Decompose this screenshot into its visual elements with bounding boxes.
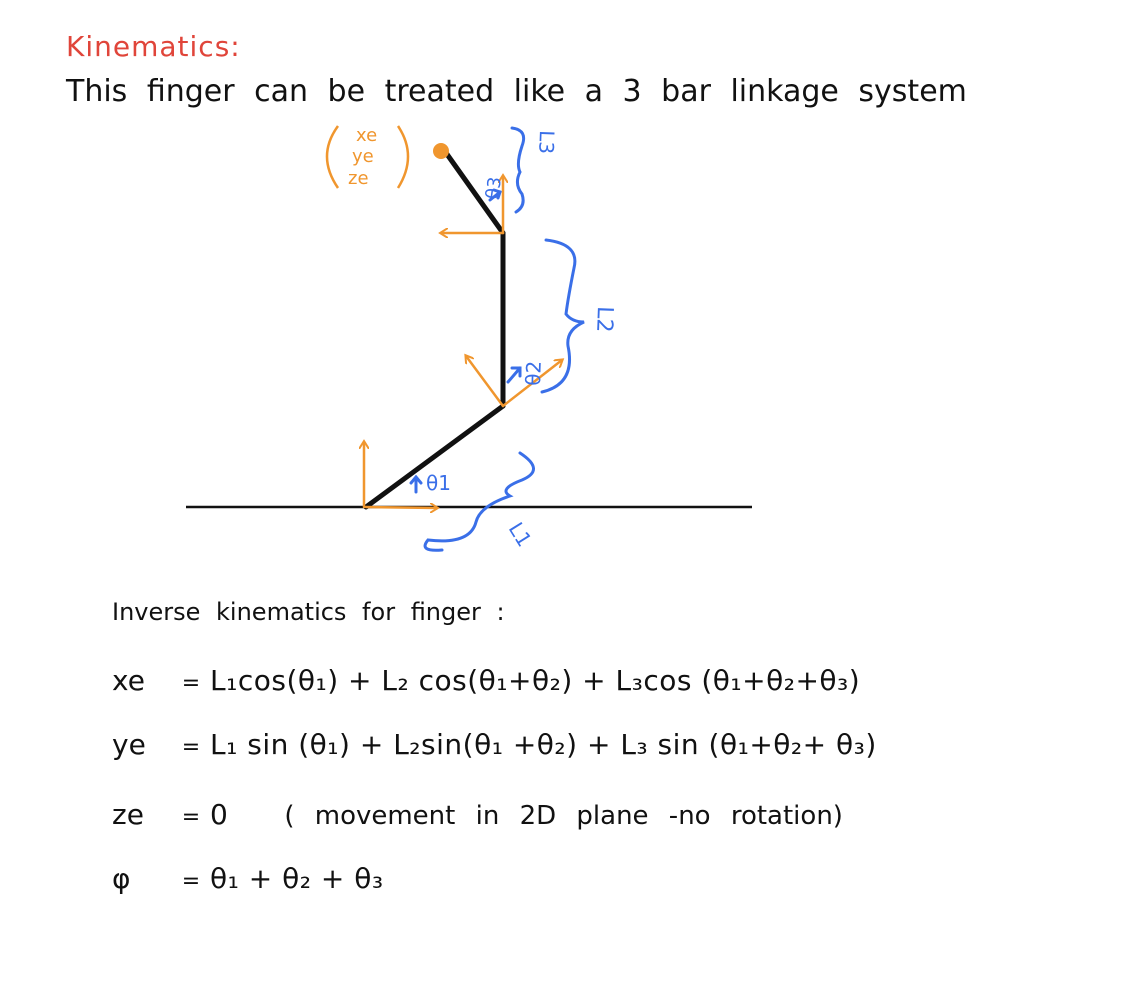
end-effector-vector: xe ye ze (325, 125, 410, 189)
theta2-arc (506, 366, 522, 384)
l3-label: L3 (534, 130, 559, 155)
brace-l1 (423, 451, 535, 552)
frame-arrows (364, 176, 562, 508)
equation-phi: φ = θ₁ + θ₂ + θ₃ (112, 862, 384, 895)
frame2-x-arrow (501, 360, 562, 408)
theta3-label: θ3 (482, 176, 506, 201)
l2-label: L2 (591, 306, 617, 333)
page-subtitle: This finger can be treated like a 3 bar … (66, 74, 967, 109)
vector-left-paren (325, 125, 340, 189)
equation-sign: = (181, 735, 201, 760)
equation-sign: = (181, 805, 201, 830)
vector-entry-ye: ye (352, 146, 374, 167)
equation-lhs: φ (112, 862, 131, 895)
theta3-arc (488, 188, 502, 202)
linkage-bars (363, 147, 506, 510)
equation-xe: xe = L₁cos(θ₁) + L₂ cos(θ₁+θ₂) + L₃cos (θ₁… (112, 664, 860, 697)
equation-note: ( movement in 2D plane -no rotation) (284, 801, 843, 831)
equation-rhs: L₁cos(θ₁) + L₂ cos(θ₁+θ₂) + L₃cos (θ₁+θ₂… (210, 664, 861, 697)
frame1-x-arrow (364, 507, 437, 508)
theta1-label: θ1 (426, 471, 451, 495)
equation-sign: = (181, 671, 201, 696)
brace-l2 (540, 238, 585, 394)
page-title: Kinematics: (66, 30, 241, 63)
equation-lhs: ye (112, 728, 146, 761)
inverse-kinematics-heading: Inverse kinematics for finger : (112, 598, 505, 626)
equation-ye: ye = L₁ sin (θ₁) + L₂sin(θ₁ +θ₂) + L₃ sin … (112, 728, 877, 761)
frame2-y-arrow (466, 356, 505, 408)
length-braces (409, 126, 585, 552)
equation-ze: ze = 0 ( movement in 2D plane -no rotation) (112, 798, 843, 831)
equation-lhs: ze (112, 798, 144, 831)
vector-entry-xe: xe (356, 125, 377, 146)
vector-entry-ze: ze (348, 168, 369, 189)
link-3 (441, 147, 506, 236)
equation-rhs: 0 (210, 798, 229, 831)
theta2-label: θ2 (521, 360, 546, 386)
equation-lhs: xe (112, 664, 145, 697)
equation-sign: = (181, 869, 201, 894)
equation-rhs: L₁ sin (θ₁) + L₂sin(θ₁ +θ₂) + L₃ sin (θ₁… (210, 728, 877, 761)
end-effector-dot (433, 143, 449, 159)
link-1 (363, 403, 506, 510)
equation-rhs: θ₁ + θ₂ + θ₃ (210, 862, 384, 895)
theta1-arc (409, 474, 423, 494)
vector-right-paren (396, 125, 410, 189)
brace-l3 (510, 126, 526, 214)
l1-label: L1 (504, 518, 537, 551)
